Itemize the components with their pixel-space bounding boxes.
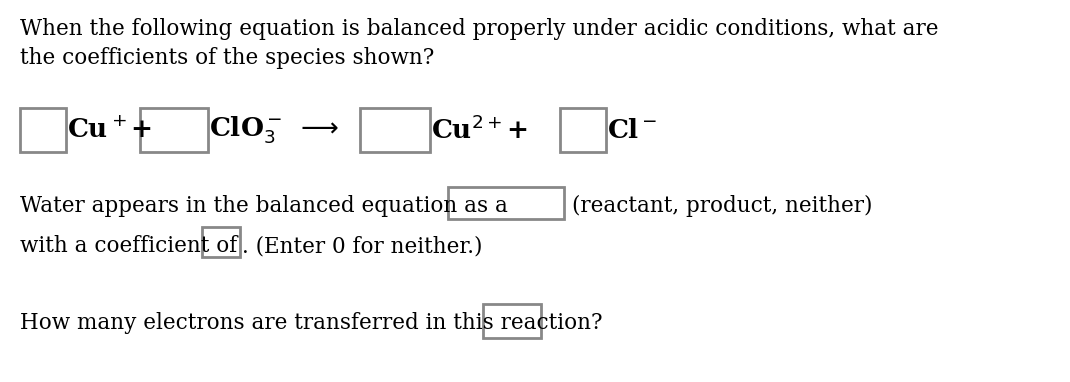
Text: Cu$^{2+}$+: Cu$^{2+}$+ [431, 116, 528, 144]
FancyBboxPatch shape [483, 304, 541, 338]
FancyBboxPatch shape [560, 108, 606, 152]
FancyBboxPatch shape [448, 187, 564, 219]
FancyBboxPatch shape [140, 108, 208, 152]
Text: Water appears in the balanced equation as a: Water appears in the balanced equation a… [20, 195, 508, 217]
FancyBboxPatch shape [360, 108, 430, 152]
FancyBboxPatch shape [202, 227, 240, 257]
Text: . (Enter 0 for neither.): . (Enter 0 for neither.) [242, 235, 483, 257]
FancyBboxPatch shape [20, 108, 66, 152]
Text: Cl$^-$: Cl$^-$ [607, 118, 657, 142]
Text: Cu$^+$+: Cu$^+$+ [67, 117, 152, 143]
Text: the coefficients of the species shown?: the coefficients of the species shown? [20, 47, 434, 69]
Text: with a coefficient of: with a coefficient of [20, 235, 238, 257]
Text: How many electrons are transferred in this reaction?: How many electrons are transferred in th… [20, 312, 602, 334]
Text: When the following equation is balanced properly under acidic conditions, what a: When the following equation is balanced … [20, 18, 938, 40]
Text: (reactant, product, neither): (reactant, product, neither) [572, 195, 872, 217]
Text: ClO$_3^-$ $\longrightarrow$: ClO$_3^-$ $\longrightarrow$ [209, 114, 339, 146]
